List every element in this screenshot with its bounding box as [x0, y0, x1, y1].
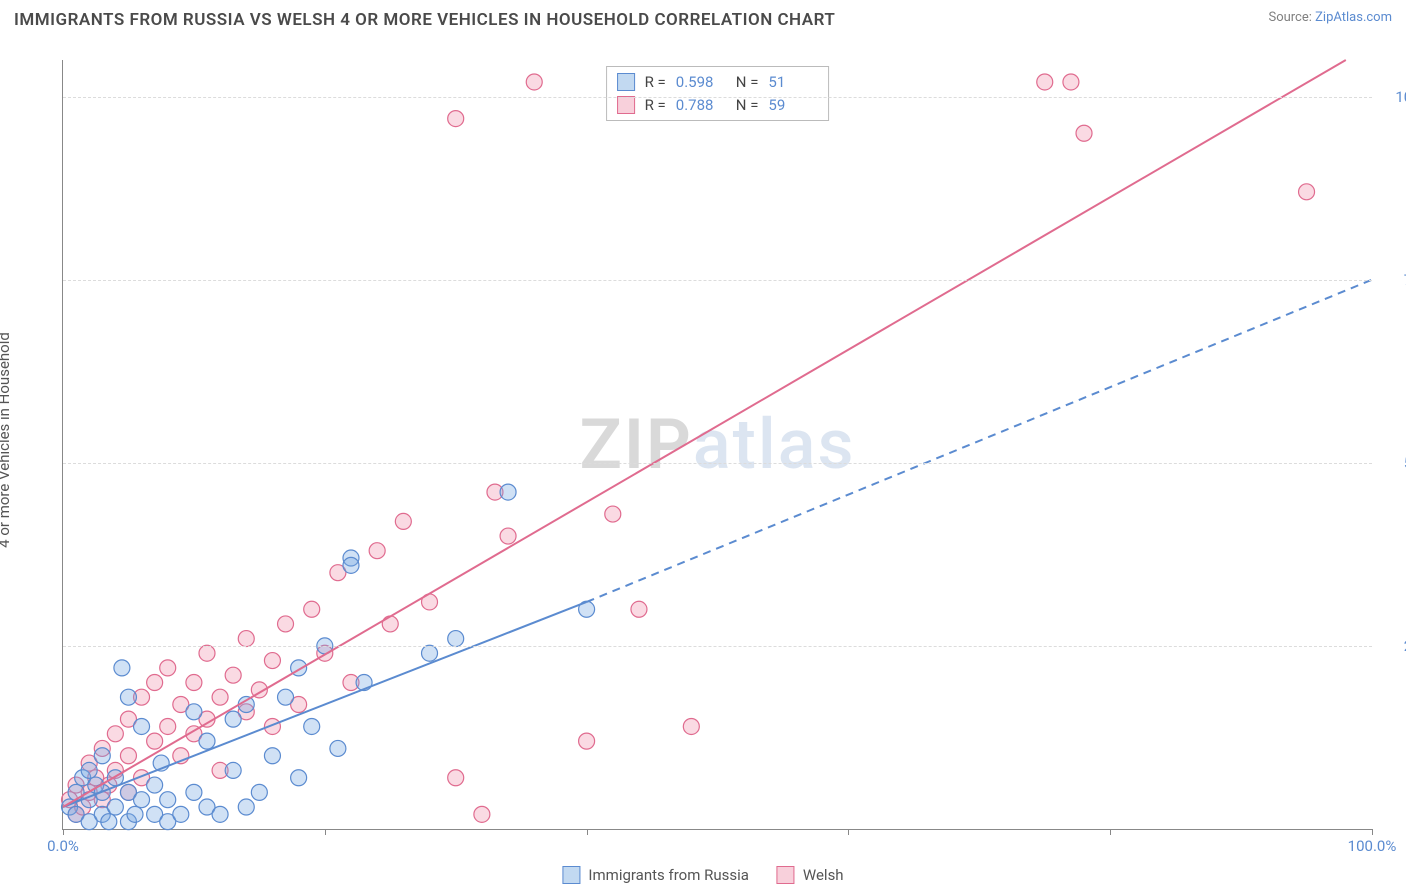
- data-point: [1299, 184, 1315, 200]
- data-point: [278, 616, 294, 632]
- gridline: [63, 97, 1372, 98]
- data-point: [448, 770, 464, 786]
- chart-title: IMMIGRANTS FROM RUSSIA VS WELSH 4 OR MOR…: [14, 10, 835, 30]
- data-point: [160, 660, 176, 676]
- data-point: [448, 111, 464, 127]
- data-point: [127, 806, 143, 822]
- data-point: [343, 557, 359, 573]
- data-point: [134, 718, 150, 734]
- data-point: [448, 631, 464, 647]
- trend-line: [587, 280, 1372, 602]
- x-tick-label: 0.0%: [47, 837, 79, 855]
- legend-item-pink: Welsh: [777, 866, 844, 884]
- data-point: [1063, 74, 1079, 90]
- x-tick: [848, 829, 849, 835]
- data-point: [225, 711, 241, 727]
- data-point: [94, 748, 110, 764]
- data-point: [369, 543, 385, 559]
- data-point: [382, 616, 398, 632]
- data-point: [160, 718, 176, 734]
- data-point: [186, 704, 202, 720]
- gridline: [63, 463, 1372, 464]
- data-point: [199, 733, 215, 749]
- data-point: [225, 762, 241, 778]
- y-tick-label: 100.0%: [1395, 88, 1406, 106]
- data-point: [500, 528, 516, 544]
- x-tick: [63, 829, 64, 835]
- data-point: [147, 777, 163, 793]
- data-point: [238, 799, 254, 815]
- y-axis-label: 4 or more Vehicles in Household: [0, 332, 13, 548]
- data-point: [120, 748, 136, 764]
- source-prefix: Source:: [1268, 10, 1315, 25]
- chart-container: 4 or more Vehicles in Household ZIPatlas…: [14, 40, 1392, 840]
- data-point: [1037, 74, 1053, 90]
- data-point: [1076, 125, 1092, 141]
- data-point: [107, 799, 123, 815]
- x-tick: [1110, 829, 1111, 835]
- x-tick-label: 100.0%: [1348, 837, 1397, 855]
- data-point: [114, 660, 130, 676]
- data-point: [291, 770, 307, 786]
- data-point: [304, 718, 320, 734]
- data-point: [264, 748, 280, 764]
- data-point: [526, 74, 542, 90]
- data-point: [186, 675, 202, 691]
- data-point: [474, 806, 490, 822]
- data-point: [81, 762, 97, 778]
- data-point: [147, 733, 163, 749]
- data-point: [304, 601, 320, 617]
- legend-swatch-blue: [562, 866, 580, 884]
- plot-svg: [63, 60, 1372, 829]
- x-tick: [325, 829, 326, 835]
- data-point: [579, 733, 595, 749]
- data-point: [251, 784, 267, 800]
- data-point: [212, 689, 228, 705]
- source-link[interactable]: ZipAtlas.com: [1315, 10, 1392, 25]
- plot-area: ZIPatlas R = 0.598 N = 51 R = 0.788 N = …: [62, 60, 1372, 830]
- legend-item-blue: Immigrants from Russia: [562, 866, 748, 884]
- data-point: [120, 689, 136, 705]
- trend-line: [63, 60, 1346, 807]
- data-point: [500, 484, 516, 500]
- data-point: [173, 806, 189, 822]
- legend-label-blue: Immigrants from Russia: [588, 866, 748, 884]
- data-point: [422, 645, 438, 661]
- data-point: [101, 814, 117, 830]
- legend-label-pink: Welsh: [803, 866, 844, 884]
- source-attribution: Source: ZipAtlas.com: [1268, 10, 1392, 25]
- data-point: [212, 806, 228, 822]
- data-point: [395, 513, 411, 529]
- data-point: [147, 675, 163, 691]
- data-point: [186, 784, 202, 800]
- data-point: [605, 506, 621, 522]
- data-point: [107, 726, 123, 742]
- gridline: [63, 280, 1372, 281]
- x-tick: [1372, 829, 1373, 835]
- data-point: [238, 631, 254, 647]
- data-point: [160, 792, 176, 808]
- gridline: [63, 646, 1372, 647]
- x-tick: [587, 829, 588, 835]
- data-point: [683, 718, 699, 734]
- data-point: [631, 601, 647, 617]
- data-point: [225, 667, 241, 683]
- data-point: [199, 645, 215, 661]
- bottom-legend: Immigrants from Russia Welsh: [562, 866, 843, 884]
- data-point: [278, 689, 294, 705]
- data-point: [264, 653, 280, 669]
- data-point: [134, 792, 150, 808]
- legend-swatch-pink: [777, 866, 795, 884]
- data-point: [330, 740, 346, 756]
